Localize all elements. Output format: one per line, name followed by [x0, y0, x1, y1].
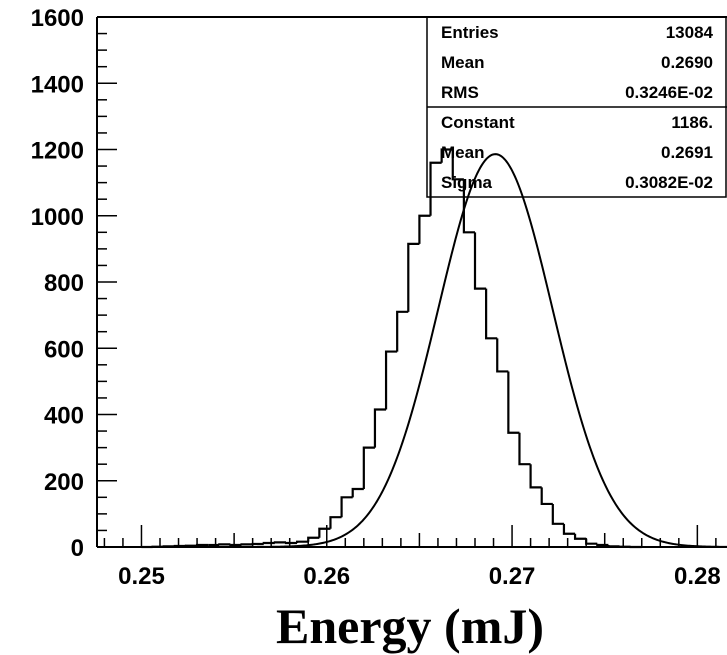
stats-value: 0.2691 — [661, 143, 713, 162]
histogram-bin — [195, 543, 209, 547]
histogram-bin — [573, 533, 587, 540]
fit-curve-group — [209, 153, 727, 548]
x-tick-label: 0.28 — [674, 563, 721, 590]
histogram-bin — [296, 540, 309, 544]
histogram-bin — [318, 527, 331, 538]
histogram-bin — [540, 487, 553, 506]
histogram-bin — [373, 408, 387, 448]
stats-value: 1186. — [671, 113, 713, 132]
y-tick-label: 800 — [44, 270, 84, 297]
y-tick-label: 1000 — [31, 204, 84, 231]
y-tick-label: 0 — [71, 535, 84, 562]
histogram-bin — [362, 446, 375, 490]
stats-label: Entries — [441, 23, 499, 42]
stats-label: RMS — [441, 83, 479, 102]
gaussian-fit-curve — [209, 153, 727, 548]
histogram-bin — [340, 496, 353, 518]
stats-label: Mean — [441, 53, 484, 72]
histogram-bin — [485, 288, 498, 340]
histogram-bin — [240, 543, 253, 546]
y-tick-labels: 0 200 400 600 800 1000 1200 1400 1600 — [31, 5, 84, 562]
histogram-bin — [507, 371, 520, 434]
histogram-bin — [451, 149, 464, 181]
stats-label: Constant — [441, 113, 515, 132]
histogram-bin — [529, 464, 542, 489]
histogram-bin — [396, 310, 409, 352]
x-tick-label: 0.25 — [118, 563, 165, 590]
histogram-bin — [407, 242, 420, 312]
histogram-bin — [496, 338, 509, 373]
stats-value: 0.3246E-02 — [625, 83, 713, 102]
stats-value: 13084 — [666, 23, 714, 42]
y-tick-label: 600 — [44, 336, 84, 363]
x-tick-labels: 0.25 0.26 0.27 0.28 — [118, 563, 721, 590]
stats-label: Sigma — [441, 173, 493, 192]
histogram-bin — [351, 487, 364, 498]
stats-value: 0.2690 — [661, 53, 713, 72]
histogram-bin — [440, 148, 453, 163]
y-tick-label: 400 — [44, 403, 84, 430]
histogram-bin — [585, 538, 598, 545]
x-axis-title: Energy (mJ) — [276, 598, 544, 654]
histogram-bin — [473, 232, 487, 290]
x-tick-label: 0.26 — [303, 563, 350, 590]
histogram-bin — [329, 516, 342, 529]
y-tick-label: 1200 — [31, 138, 84, 165]
y-tick-label: 200 — [44, 469, 84, 496]
histogram-bin — [418, 214, 431, 244]
histogram-bin — [596, 543, 609, 547]
histogram-bin — [429, 161, 442, 216]
histogram-bin — [262, 541, 275, 545]
histogram-bin — [229, 543, 242, 547]
histogram-bin — [273, 541, 286, 544]
histogram-bin — [307, 536, 320, 542]
stats-box: Entries 13084 Mean 0.2690 RMS 0.3246E-02 Const… — [426, 16, 727, 198]
stats-value: 0.3082E-02 — [625, 173, 713, 192]
histogram-bin — [384, 350, 398, 410]
stats-label: Mean — [441, 143, 484, 162]
histogram-bin — [518, 432, 531, 466]
y-tick-label: 1400 — [31, 71, 84, 98]
axis-ticks-group — [97, 16, 717, 548]
histogram-bins-group — [141, 148, 642, 549]
histogram-bin — [562, 523, 576, 535]
x-tick-label: 0.27 — [489, 563, 536, 590]
histogram-bin — [218, 543, 231, 546]
histogram-bin — [551, 503, 564, 525]
histogram-bin — [284, 541, 298, 545]
y-tick-label: 1600 — [31, 5, 84, 32]
histogram-bin — [607, 545, 620, 548]
